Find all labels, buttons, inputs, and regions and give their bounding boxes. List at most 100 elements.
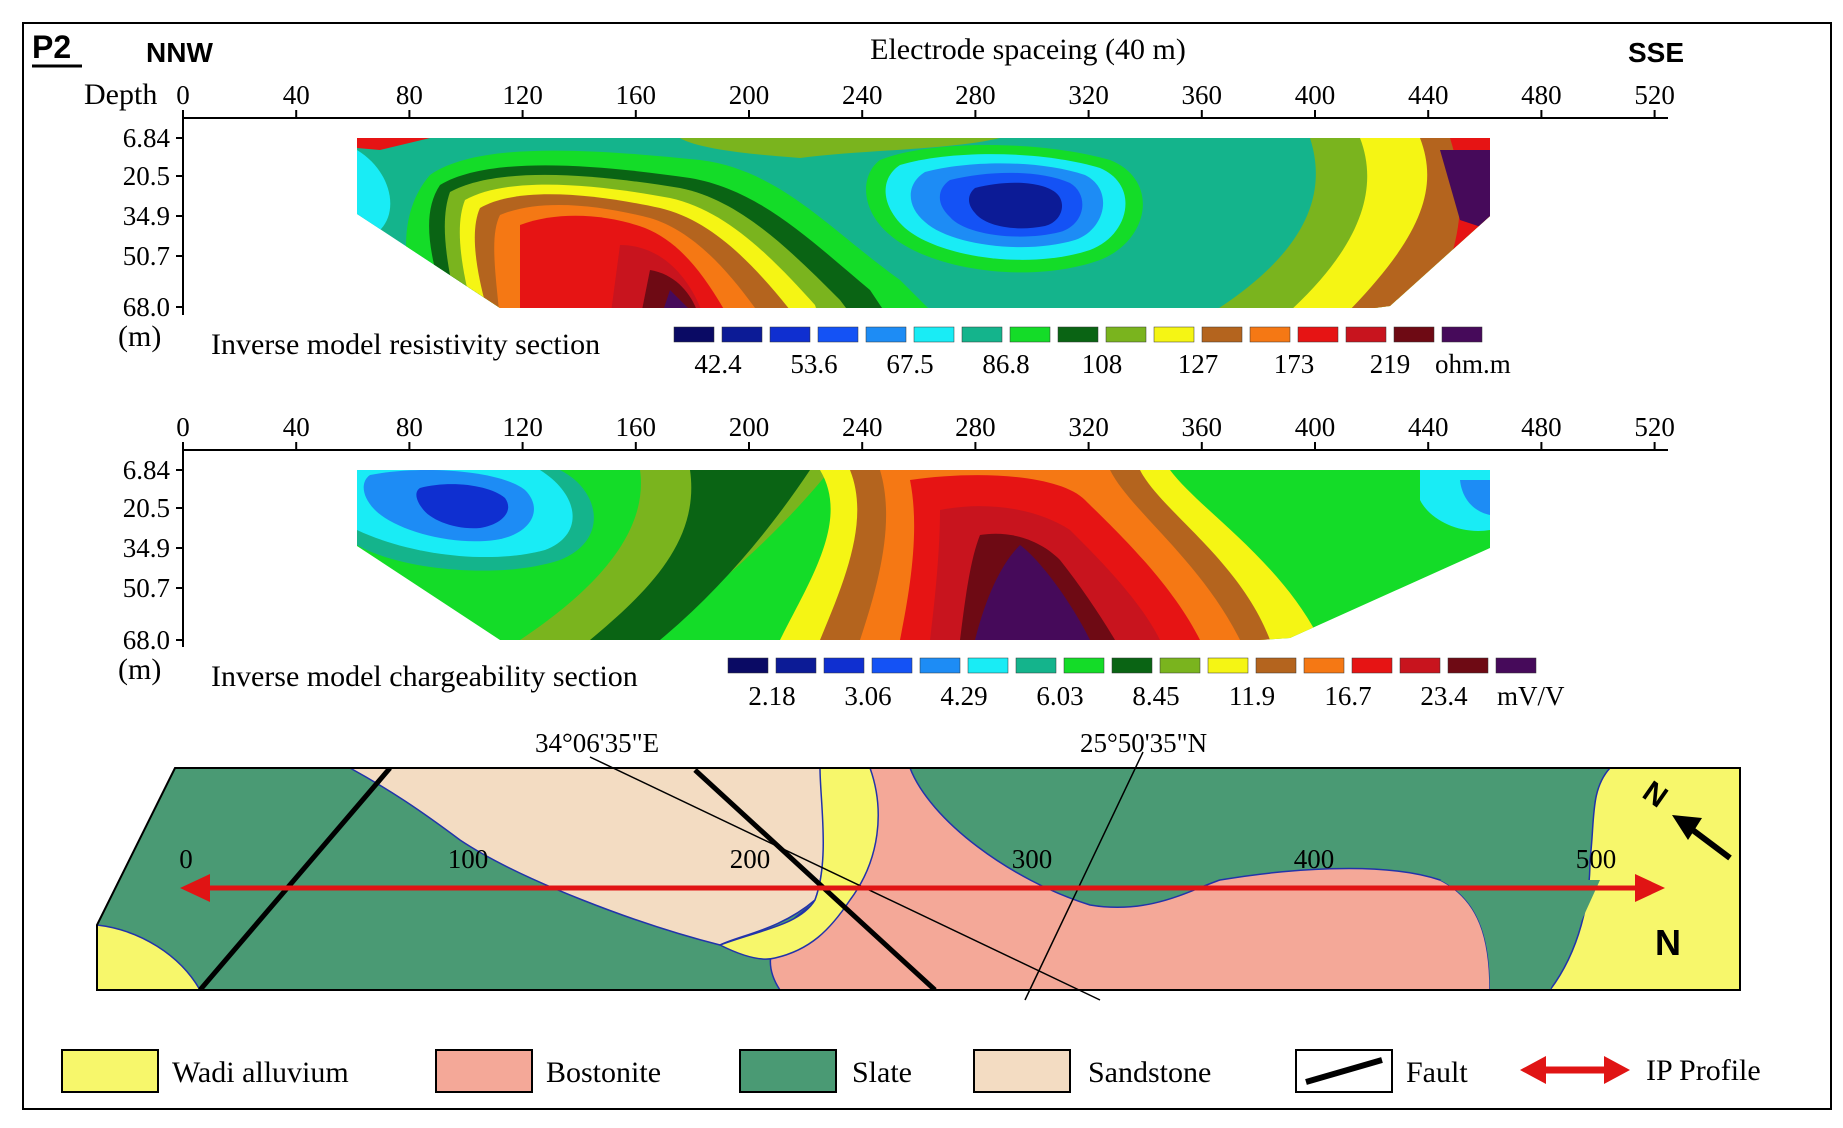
scale-swatch <box>919 657 961 674</box>
x-tick-label: 480 <box>1521 80 1562 110</box>
depth-tick-label: 50.7 <box>123 573 170 603</box>
x-axis-resistivity: 0 40 80 120 160 200 240 280 320 360 400 440 480 520 <box>176 80 1675 118</box>
scale-swatch <box>817 326 859 343</box>
scale-swatch <box>727 657 769 674</box>
scale-swatch <box>1063 657 1105 674</box>
legend: Wadi alluvium Bostonite Slate Sandstone … <box>61 1049 1761 1093</box>
scale-swatch <box>865 326 907 343</box>
depth-tick-label: 34.9 <box>123 533 170 563</box>
x-tick-label: 120 <box>502 80 543 110</box>
latitude-line <box>1024 751 1144 1001</box>
scale-label: 53.6 <box>790 349 837 379</box>
chargeability-color-scale: 2.18 3.06 4.29 6.03 8.45 11.9 16.7 23.4 <box>727 657 1537 711</box>
legend-swatch-slate <box>739 1049 837 1093</box>
x-tick-label: 160 <box>616 80 657 110</box>
legend-swatch-wadi-alluvium <box>61 1049 159 1093</box>
scale-swatch <box>1249 326 1291 343</box>
fault-center <box>693 768 937 990</box>
latitude-label: 25°50'35"N <box>1080 728 1207 758</box>
x-tick-label: 480 <box>1521 412 1562 442</box>
figure-frame <box>22 22 1832 1110</box>
scale-label: 3.06 <box>844 681 891 711</box>
x-tick-label: 120 <box>502 412 543 442</box>
scale-swatch <box>673 326 715 343</box>
x-tick-label: 40 <box>283 80 310 110</box>
depth-tick-label: 20.5 <box>123 161 170 191</box>
map-distance-label: 0 <box>179 844 193 874</box>
scale-swatch <box>1159 657 1201 674</box>
scale-swatch <box>1153 326 1195 343</box>
scale-swatch <box>913 326 955 343</box>
top-axis-title: Electrode spaceing (40 m) <box>870 33 1186 66</box>
depth-tick-label: 6.84 <box>123 455 171 485</box>
map-distance-ticks: 0 100 200 300 400 500 <box>179 844 1616 874</box>
fault-symbol <box>1305 1057 1383 1085</box>
x-axis-chargeability: 0 40 80 120 160 200 240 280 320 360 400 440 480 520 <box>176 412 1675 450</box>
scale-swatch <box>1351 657 1393 674</box>
scale-label: 16.7 <box>1324 681 1371 711</box>
scale-swatch <box>961 326 1003 343</box>
scale-swatch <box>721 326 763 343</box>
scale-swatch <box>1447 657 1489 674</box>
scale-swatch <box>1297 326 1339 343</box>
scale-label: 4.29 <box>940 681 987 711</box>
resistivity-title: Inverse model resistivity section <box>211 328 600 361</box>
scale-swatch <box>775 657 817 674</box>
depth-tick-label: 50.7 <box>123 241 170 271</box>
legend-label-wadi-alluvium: Wadi alluvium <box>172 1056 349 1089</box>
x-tick-label: 80 <box>396 412 423 442</box>
profile-label: P2 <box>32 29 71 65</box>
x-tick-label: 240 <box>842 80 883 110</box>
legend-label-slate: Slate <box>852 1056 912 1089</box>
scale-swatch <box>1057 326 1099 343</box>
map-distance-label: 400 <box>1294 844 1335 874</box>
map-alluvium-center <box>718 768 879 960</box>
legend-swatch-sandstone <box>973 1049 1071 1093</box>
scale-swatch <box>1201 326 1243 343</box>
legend-label-sandstone: Sandstone <box>1088 1056 1211 1089</box>
scale-label: 11.9 <box>1229 681 1275 711</box>
resistivity-unit: ohm.m <box>1435 349 1511 379</box>
x-tick-label: 320 <box>1068 412 1109 442</box>
ip-profile-symbol-left-head <box>1520 1056 1546 1084</box>
x-tick-label: 200 <box>729 80 770 110</box>
x-tick-label: 160 <box>616 412 657 442</box>
x-tick-label: 520 <box>1634 412 1675 442</box>
map-distance-label: 500 <box>1576 844 1617 874</box>
depth-tick-label: 68.0 <box>123 292 170 322</box>
scale-label: 67.5 <box>886 349 933 379</box>
scale-label: 86.8 <box>982 349 1029 379</box>
ip-profile-symbol-right-head <box>1604 1056 1630 1084</box>
resistivity-section <box>357 138 1490 308</box>
scale-swatch <box>1255 657 1297 674</box>
x-tick-label: 40 <box>283 412 310 442</box>
x-tick-label: 0 <box>176 80 190 110</box>
depth-unit-chargeability: (m) <box>118 653 161 686</box>
chargeability-unit: mV/V <box>1497 681 1565 711</box>
scale-swatch <box>1303 657 1345 674</box>
x-tick-label: 0 <box>176 412 190 442</box>
scale-swatch <box>1393 326 1435 343</box>
x-tick-label: 280 <box>955 80 996 110</box>
longitude-label: 34°06'35"E <box>535 728 659 758</box>
depth-label: Depth <box>84 78 157 111</box>
x-tick-label: 320 <box>1068 80 1109 110</box>
scale-label: 23.4 <box>1420 681 1468 711</box>
scale-swatch <box>1399 657 1441 674</box>
map-distance-label: 100 <box>448 844 489 874</box>
scale-swatch <box>1009 326 1051 343</box>
chargeability-section <box>357 470 1490 640</box>
x-tick-label: 360 <box>1182 412 1223 442</box>
depth-unit-resistivity: (m) <box>118 320 161 353</box>
fault-left <box>198 768 392 990</box>
depth-axis-resistivity: 6.84 20.5 34.9 50.7 68.0 <box>123 123 183 322</box>
scale-label: 42.4 <box>694 349 742 379</box>
scale-label: 173 <box>1274 349 1315 379</box>
longitude-line <box>589 756 1101 1001</box>
legend-label-fault: Fault <box>1406 1056 1468 1089</box>
scale-label: 127 <box>1178 349 1219 379</box>
ip-profile-arrowhead-left <box>180 874 210 902</box>
scale-label: 2.18 <box>748 681 795 711</box>
legend-label-bostonite: Bostonite <box>546 1056 661 1089</box>
